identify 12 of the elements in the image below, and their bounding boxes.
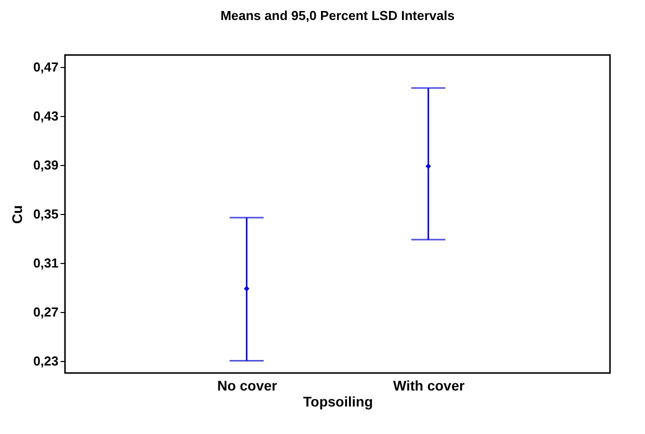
y-tick-label: 0,23 xyxy=(33,353,58,368)
y-tick-label: 0,35 xyxy=(33,206,58,222)
y-tick-label: 0,43 xyxy=(33,108,58,124)
y-tick-label: 0,27 xyxy=(33,304,58,320)
chart-title: Means and 95,0 Percent LSD Intervals xyxy=(220,8,455,23)
y-axis-title: Cu xyxy=(9,205,26,224)
y-tick-label: 0,47 xyxy=(33,60,58,75)
x-tick-label: With cover xyxy=(393,378,466,394)
x-tick-label: No cover xyxy=(217,378,278,394)
y-tick-label: 0,39 xyxy=(33,158,58,173)
x-axis-title: Topsoiling xyxy=(303,394,373,410)
y-tick-label: 0,31 xyxy=(33,255,58,270)
